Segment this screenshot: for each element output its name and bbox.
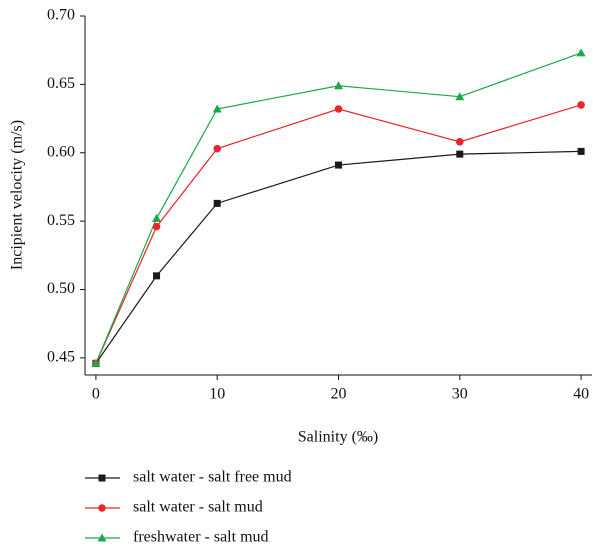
marker bbox=[213, 199, 221, 207]
marker bbox=[152, 213, 162, 222]
marker bbox=[152, 222, 161, 231]
series-line bbox=[95, 150, 582, 364]
marker bbox=[455, 138, 464, 146]
y-tick-label: 0.50 bbox=[47, 280, 75, 297]
x-tick-label: 30 bbox=[452, 386, 468, 403]
y-tick-label: 0.65 bbox=[47, 75, 75, 92]
legend-label: salt water - salt free mud bbox=[133, 469, 292, 486]
marker bbox=[335, 161, 342, 169]
y-axis-label: Incipient velocity (m/s) bbox=[9, 120, 26, 270]
marker bbox=[98, 474, 106, 482]
y-tick-label: 0.70 bbox=[47, 7, 75, 24]
legend-label: salt water - salt mud bbox=[133, 499, 263, 516]
marker bbox=[577, 101, 585, 109]
marker bbox=[455, 92, 465, 101]
marker bbox=[576, 48, 586, 57]
marker bbox=[456, 150, 464, 158]
marker bbox=[153, 272, 161, 280]
x-axis-label: Salinity (‰) bbox=[298, 429, 378, 446]
series-line bbox=[95, 52, 582, 364]
x-tick-label: 10 bbox=[209, 386, 225, 403]
marker bbox=[97, 533, 107, 542]
x-tick-label: 40 bbox=[573, 386, 589, 403]
x-tick-label: 20 bbox=[331, 386, 347, 403]
marker bbox=[334, 105, 343, 113]
marker bbox=[213, 144, 222, 153]
marker bbox=[212, 104, 222, 113]
y-tick-label: 0.55 bbox=[47, 212, 75, 229]
marker bbox=[98, 504, 106, 512]
legend-label: freshwater - salt mud bbox=[133, 529, 269, 546]
y-tick-label: 0.45 bbox=[47, 349, 75, 366]
marker bbox=[91, 358, 101, 367]
marker bbox=[334, 81, 343, 90]
series-line bbox=[95, 104, 582, 364]
y-tick-label: 0.60 bbox=[47, 143, 75, 160]
x-tick-label: 0 bbox=[92, 386, 100, 403]
marker bbox=[577, 147, 585, 155]
